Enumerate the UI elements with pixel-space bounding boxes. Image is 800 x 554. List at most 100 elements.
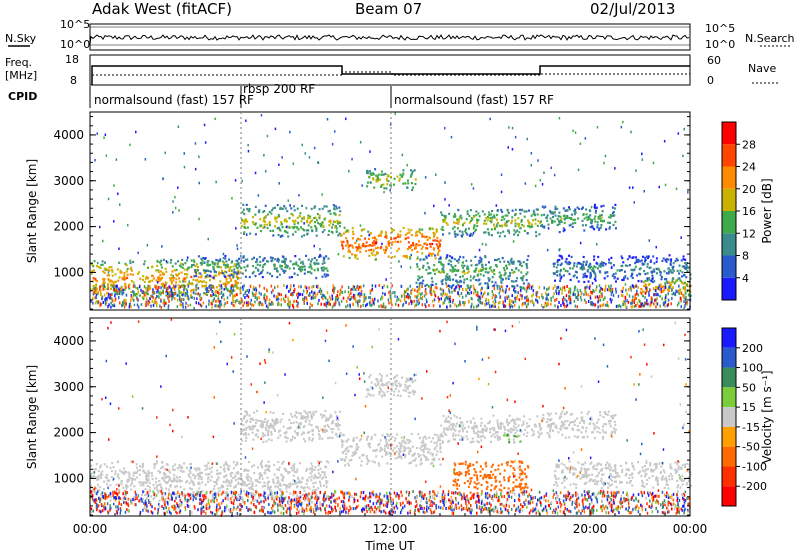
scatter-cell: [152, 497, 155, 500]
scatter-cell: [92, 287, 95, 291]
scatter-cell: [434, 239, 437, 242]
scatter-cell: [408, 302, 410, 306]
scatter-cell: [679, 288, 682, 292]
scatter-cell: [94, 287, 97, 291]
scatter-cell: [280, 267, 283, 270]
scatter-cell: [191, 480, 194, 483]
scatter-cell: [563, 218, 566, 221]
scatter-cell: [372, 177, 375, 180]
scatter-cell: [236, 266, 239, 270]
scatter-cell: [621, 278, 624, 282]
scatter-cell: [683, 306, 685, 310]
scatter-cell: [197, 301, 200, 305]
scatter-cell: [252, 287, 255, 291]
scatter-cell: [354, 256, 357, 259]
scatter-cell: [277, 285, 279, 288]
scatter-cell: [313, 256, 316, 260]
scatter-cell: [432, 289, 435, 293]
scatter-cell: [514, 219, 517, 222]
scatter-cell: [494, 303, 496, 306]
scatter-cell: [452, 298, 454, 302]
scatter-cell: [431, 280, 434, 283]
scatter-cell: [217, 487, 220, 490]
scatter-cell: [145, 475, 147, 478]
scatter-cell: [477, 298, 479, 302]
scatter-cell: [410, 173, 413, 176]
scatter-cell: [303, 301, 305, 305]
y-tick-label: 4000: [53, 128, 84, 142]
scatter-cell: [328, 209, 331, 212]
scatter-cell: [590, 265, 593, 268]
scatter-cell: [178, 264, 181, 267]
scatter-cell: [309, 411, 312, 414]
scatter-cell: [461, 235, 463, 238]
scatter-cell: [210, 498, 213, 502]
scatter-cell: [157, 269, 160, 272]
scatter-cell: [319, 467, 322, 470]
scatter-cell: [275, 295, 277, 299]
scatter-cell: [510, 304, 512, 308]
scatter-cell: [634, 293, 636, 297]
scatter-cell: [365, 296, 367, 300]
scatter-cell: [659, 304, 661, 308]
scatter-cell: [304, 486, 306, 489]
scatter-cell: [505, 224, 508, 227]
scatter-cell: [652, 255, 655, 258]
scatter-cell: [678, 301, 680, 305]
scatter-cell: [478, 248, 481, 252]
scatter-cell: [504, 214, 507, 217]
scatter-cell: [472, 232, 475, 235]
scatter-cell: [392, 229, 395, 232]
scatter-cell: [223, 491, 226, 494]
scatter-cell: [337, 253, 340, 256]
scatter-cell: [588, 264, 591, 267]
scatter-cell: [568, 254, 570, 257]
scatter-cell: [582, 263, 584, 266]
scatter-cell: [211, 302, 213, 306]
scatter-cell: [371, 302, 373, 306]
scatter-cell: [557, 305, 559, 309]
scatter-cell: [439, 304, 441, 308]
scatter-cell: [163, 284, 166, 288]
scatter-cell: [172, 279, 175, 282]
scatter-cell: [440, 211, 443, 214]
scatter-cell: [165, 294, 168, 297]
scatter-cell: [270, 439, 273, 442]
scatter-cell: [644, 301, 646, 304]
scatter-cell: [281, 207, 284, 210]
scatter-cell: [564, 209, 567, 212]
scatter-cell: [333, 212, 336, 215]
scatter-cell: [369, 232, 372, 235]
scatter-cell: [291, 226, 294, 229]
scatter-cell: [147, 469, 150, 473]
scatter-cell: [211, 262, 214, 265]
scatter-cell: [372, 173, 375, 176]
scatter-cell: [178, 280, 181, 283]
scatter-cell: [329, 414, 332, 417]
scatter-cell: [573, 213, 576, 216]
scatter-cell: [174, 262, 177, 265]
scatter-cell: [667, 258, 670, 261]
scatter-cell: [346, 242, 349, 246]
scatter-cell: [177, 186, 179, 189]
scatter-cell: [424, 176, 427, 179]
scatter-cell: [665, 260, 668, 263]
scatter-cell: [528, 222, 531, 225]
scatter-cell: [385, 236, 388, 239]
scatter-cell: [359, 247, 362, 250]
scatter-cell: [183, 284, 186, 288]
scatter-cell: [466, 266, 469, 269]
scatter-cell: [664, 286, 667, 290]
scatter-cell: [304, 499, 307, 502]
scatter-cell: [111, 297, 113, 301]
scatter-cell: [418, 276, 421, 279]
scatter-cell: [450, 260, 453, 263]
scatter-cell: [93, 289, 96, 292]
scatter-cell: [277, 480, 280, 483]
scatter-cell: [276, 259, 279, 262]
scatter-cell: [286, 265, 289, 268]
scatter-cell: [266, 425, 269, 428]
scatter-cell: [138, 271, 141, 274]
scatter-cell: [473, 230, 476, 233]
scatter-cell: [169, 471, 171, 474]
